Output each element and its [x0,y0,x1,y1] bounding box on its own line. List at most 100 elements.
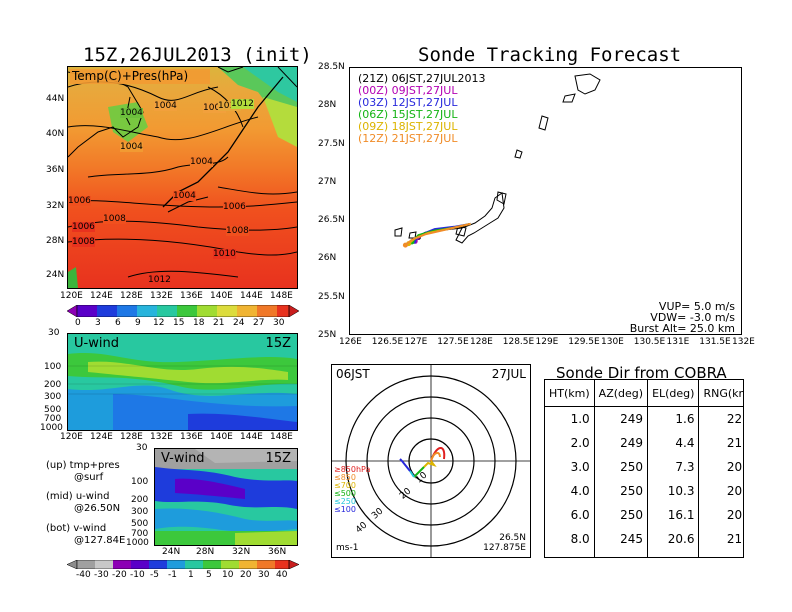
init-title: 15Z,26JUL2013 (init) [83,44,312,66]
forecast-lat-tick: 26N [318,253,337,264]
lon-tick: 124E [90,432,113,442]
lat-tick: 28N [46,236,65,246]
forecast-lat-tick: 28N [318,100,337,111]
forecast-lon-tick: 128E [470,337,493,347]
forecast-lon-tick: 128.5E [502,337,535,347]
layer-legend-entry: ≤100 [334,505,356,514]
layer-legend-entry: ≤500 [334,489,356,498]
isobar-label: 1008 [226,226,249,236]
lat-tick: 32N [46,201,65,211]
pres-tick: 300 [44,392,62,402]
lon-tick: 132E [150,432,173,442]
lat-tick: 36N [268,547,287,557]
table-cell: 1.6 [647,406,699,431]
track-endpoint [402,242,408,248]
isobar-label: 1004 [154,101,177,111]
isobar-label: 1004 [190,157,213,167]
isobar-label: 1008 [72,237,95,247]
table-cell: 250 [593,479,648,503]
lon-tick: 144E [240,291,263,301]
pres-tick: 700 [44,414,62,424]
table-cell: 20.9 [698,455,743,479]
table-cell: 22.6 [698,406,743,431]
polar-lon: 127.875E [483,543,526,553]
colorbar-tick: 30 [273,318,285,328]
lat-tick: 36N [46,165,65,175]
colorbar-tick: 1 [188,570,194,580]
sonde-dir-title: Sonde Dir from COBRA [556,364,727,382]
isobar-label: 1004 [120,108,143,118]
wind-colorbar [67,560,299,569]
pres-tick: 200 [44,380,62,390]
temp-colorbar [67,305,299,317]
layer-legend-entry: ≥850hPa [334,465,371,474]
colorbar-tick: 0 [75,318,81,328]
table-cell: 241 [593,551,648,557]
table-cell: 20.3 [698,503,743,527]
table-cell: 10.0 [545,551,594,557]
colorbar-tick: 40 [276,570,288,580]
lat-tick: 24N [46,270,65,280]
table-cell: 21.5 [698,431,743,455]
table-cell: 16.1 [647,503,699,527]
sonde-dir-table: HT(km)AZ(deg)EL(deg)RNG(km) 1.02491.622.… [545,380,743,557]
colorbar-tick: 9 [135,318,141,328]
colorbar-tick: 30 [258,570,270,580]
isobar-label: 1006 [223,202,246,212]
table-cell: 20.4 [698,479,743,503]
colorbar-tick: 24 [233,318,245,328]
table-cell: 6.0 [570,508,590,522]
lat-tick: 24N [162,547,181,557]
isobar-label: 1004 [173,191,196,201]
forecast-lat-tick: 27N [318,176,337,187]
colorbar-tick: 27 [253,318,265,328]
sonde-dir-panel: HT(km)AZ(deg)EL(deg)RNG(km) 1.02491.622.… [544,379,744,558]
lon-tick: 148E [270,432,293,442]
lon-tick: 128E [120,291,143,301]
lon-tick: 128E [120,432,143,442]
isobar-label: 1008 [103,214,126,224]
layer-legend-entry: ≤850 [334,473,356,482]
note-line: (up) tmp+pres [46,460,120,471]
table-cell: 250 [593,503,648,527]
colorbar-tick: -20 [112,570,127,580]
forecast-lon-tick: 131E [666,337,690,347]
param-line: VUP= 5.0 m/s [658,300,735,313]
pres-tick: 1000 [40,423,63,433]
lon-tick: 124E [90,291,113,301]
polar-canvas [332,365,530,557]
pres-tick: 100 [131,477,149,487]
forecast-lon-tick: 130E [601,337,624,347]
polar-date: 27JUL [491,367,526,381]
table-cell: 7.3 [647,455,699,479]
note-line: @127.84E [74,535,126,546]
table-header: EL(deg) [647,380,699,407]
note-line: @26.50N [74,503,121,514]
lon-tick: 136E [180,432,203,442]
temp-map-canvas [68,67,297,288]
isobar-label: 1010 [213,249,236,259]
forecast-title: Sonde Tracking Forecast [418,44,682,66]
lon-tick: 132E [150,291,173,301]
table-header: RNG(km) [698,380,743,407]
pres-tick: 30 [48,328,60,338]
pres-tick: 1000 [126,538,149,548]
colorbar-tick: 15 [173,318,185,328]
table-cell: 10.3 [647,479,699,503]
temp-pressure-map: Temp(C)+Pres(hPa) 1004 1004 1004 1004 10… [67,66,298,289]
colorbar-tick: 20 [240,570,252,580]
track-legend-entry: (09Z) 18JST,27JUL [358,120,458,133]
table-header: AZ(deg) [593,380,648,407]
pres-tick: 500 [131,519,149,529]
lon-tick: 136E [180,291,203,301]
lon-tick: 144E [240,432,263,442]
polar-lat: 26.5N [499,533,526,543]
polar-panel: 06JST 27JUL 10 20 30 40 ≥850hPa ≤850 ≤700 ≤… [331,364,531,558]
lon-tick: 120E [60,291,83,301]
uwind-panel: U-wind 15Z [67,333,298,431]
colorbar-tick: 3 [95,318,101,328]
forecast-lon-tick: 127E [404,337,428,347]
